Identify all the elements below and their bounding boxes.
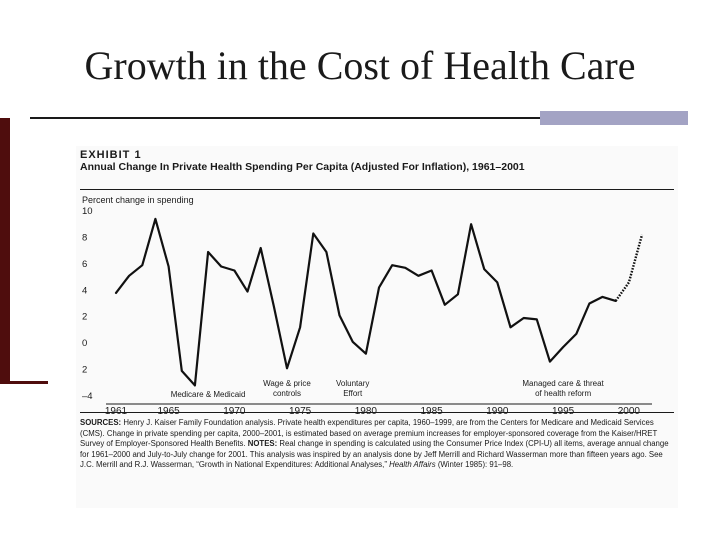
x-tick-label: 1975: [289, 406, 312, 416]
exhibit-label: EXHIBIT 1: [80, 149, 142, 161]
notes-text: Real change in spending is calculated us…: [80, 439, 669, 470]
exhibit-figure: EXHIBIT 1 Annual Change In Private Healt…: [76, 146, 678, 508]
x-tick-label: 1990: [486, 406, 509, 416]
notes-text-end: (Winter 1985): 91–98.: [437, 460, 514, 470]
left-accent-bar: [0, 118, 10, 383]
event-annotation: Voluntary Effort: [336, 379, 369, 398]
y-tick-label: 0: [82, 338, 87, 349]
y-tick-label: 2: [82, 365, 87, 376]
x-tick-label: 1980: [355, 406, 378, 416]
x-tick-label: 2000: [618, 406, 641, 416]
notes-journal: Health Affairs: [389, 460, 436, 470]
y-tick-label: 6: [82, 259, 87, 270]
y-tick-label: –4: [82, 391, 93, 402]
x-tick-label: 1995: [552, 406, 575, 416]
exhibit-sources: SOURCES: Henry J. Kaiser Family Foundati…: [80, 418, 670, 471]
x-tick-label: 1965: [157, 406, 180, 416]
event-annotation: Wage & price controls: [263, 379, 311, 398]
line-chart: Percent change in spending 10 8 6 4 2 0 2 –4 19…: [82, 195, 652, 416]
y-tick-label: 8: [82, 232, 87, 243]
x-tick-label: 1970: [223, 406, 246, 416]
exhibit-bottom-rule: [80, 412, 674, 413]
sources-label: SOURCES:: [80, 418, 122, 427]
title-rule-accent: [540, 111, 688, 125]
y-tick-label: 4: [82, 285, 87, 296]
y-axis-label: Percent change in spending: [82, 195, 194, 205]
notes-label: NOTES:: [247, 439, 278, 449]
series-line-actual: [114, 217, 617, 387]
exhibit-top-rule: [80, 189, 674, 190]
y-tick-label: 10: [82, 206, 93, 217]
title-rule: [30, 117, 540, 119]
exhibit-title: Annual Change In Private Health Spending…: [80, 161, 525, 173]
event-annotation: Managed care & threat of health reform: [522, 379, 604, 398]
left-accent-base: [0, 381, 48, 384]
slide-title: Growth in the Cost of Health Care: [84, 43, 636, 88]
x-tick-label: 1961: [105, 406, 128, 416]
event-annotation: Medicare & Medicaid: [171, 390, 246, 399]
y-tick-label: 2: [82, 312, 87, 323]
series-line-estimated: [614, 234, 644, 302]
sources-text: Henry J. Kaiser Family Foundation analys…: [80, 418, 658, 449]
x-tick-label: 1985: [420, 406, 443, 416]
